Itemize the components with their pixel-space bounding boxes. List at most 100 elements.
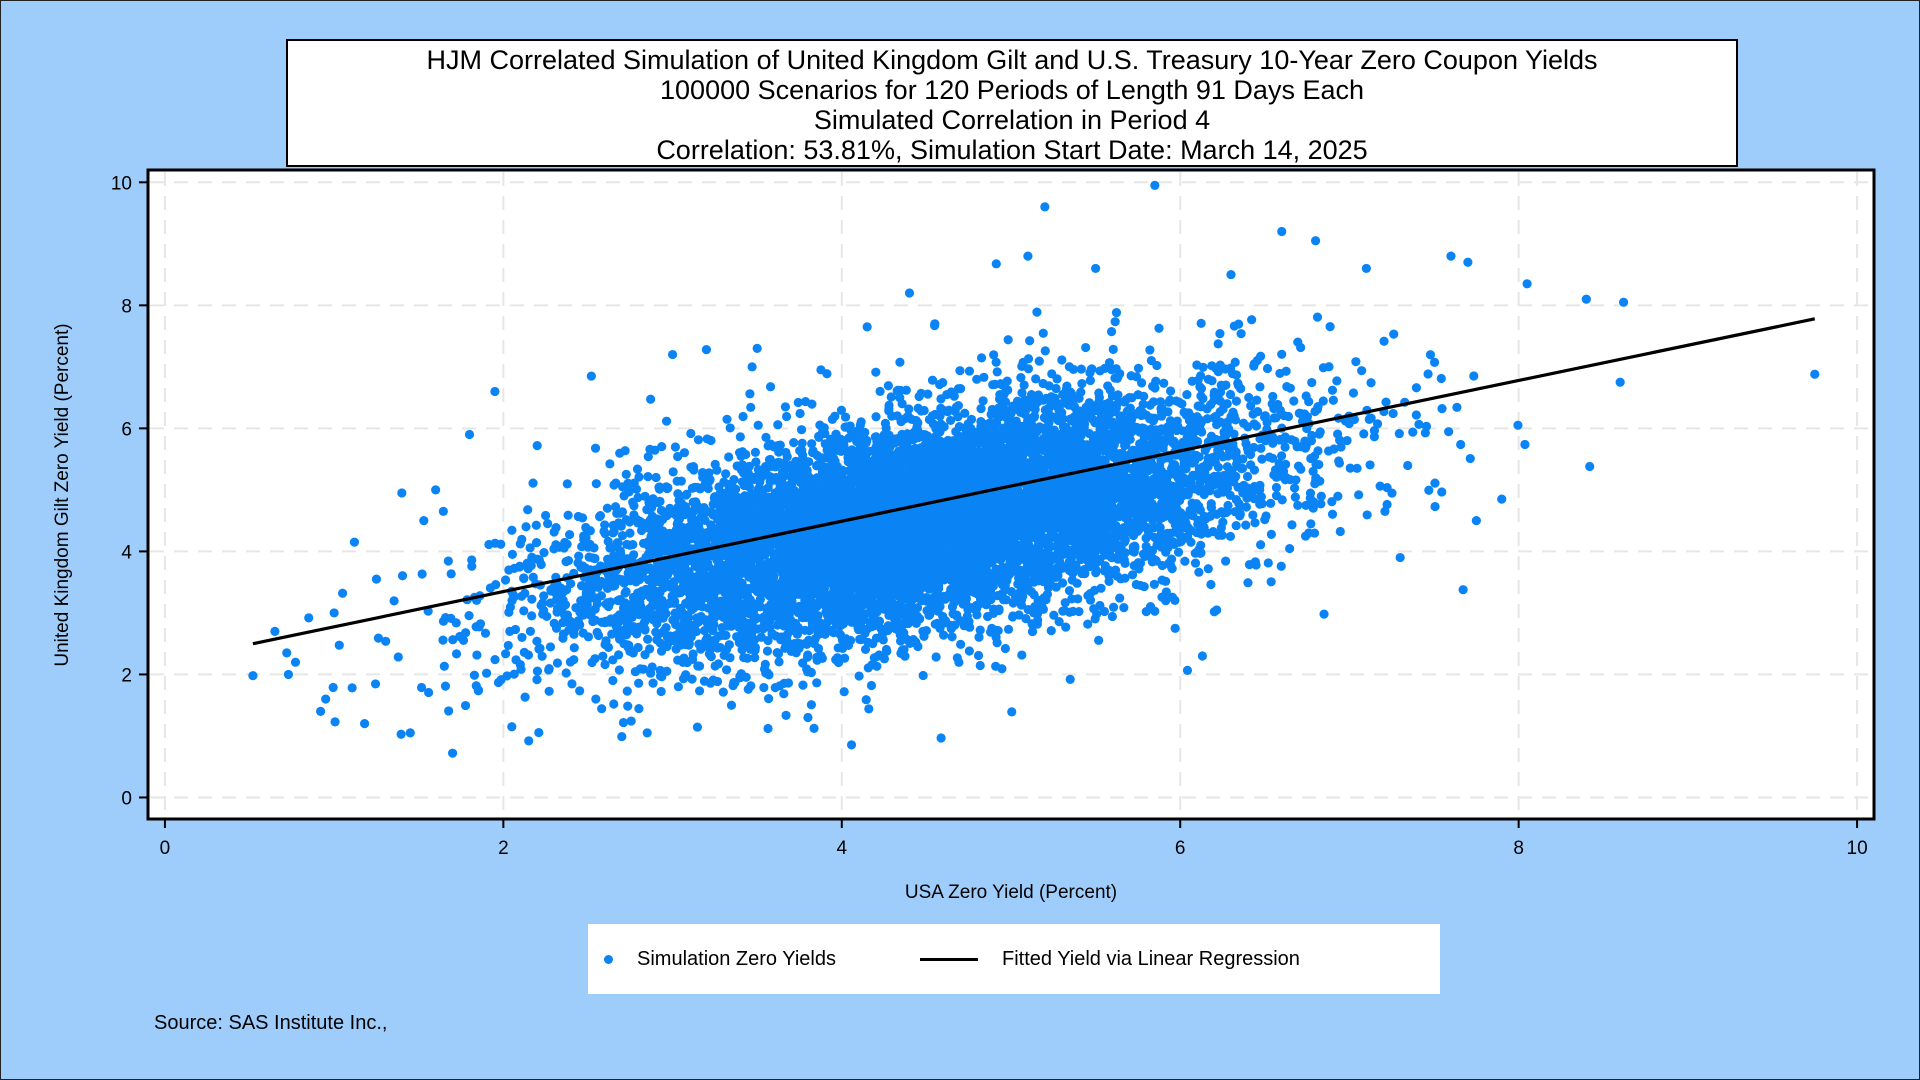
data-point — [1266, 577, 1276, 587]
data-point — [673, 489, 683, 499]
data-point — [1212, 605, 1222, 615]
data-point — [1430, 501, 1440, 512]
data-point — [763, 693, 774, 704]
data-point — [473, 685, 484, 695]
data-point — [451, 649, 462, 659]
data-point — [759, 682, 769, 693]
data-point — [1352, 463, 1362, 473]
data-point — [812, 678, 822, 688]
data-point — [1262, 363, 1273, 374]
data-point — [1289, 396, 1299, 406]
data-point — [622, 539, 632, 550]
data-point — [1149, 413, 1160, 423]
data-point — [668, 467, 678, 477]
data-point — [954, 657, 964, 667]
data-point — [509, 669, 519, 679]
data-point — [871, 367, 881, 377]
data-point — [1038, 328, 1048, 338]
data-point — [1414, 419, 1424, 429]
data-point — [500, 575, 511, 585]
data-point — [562, 479, 572, 489]
data-point — [1145, 345, 1155, 355]
data-point — [520, 692, 530, 702]
data-point — [474, 622, 484, 632]
data-point — [1231, 520, 1241, 531]
data-point — [763, 723, 773, 734]
data-point — [1215, 329, 1225, 339]
data-point — [1423, 369, 1433, 379]
data-point — [1213, 339, 1223, 349]
data-point — [558, 617, 568, 628]
data-point — [597, 704, 607, 714]
data-point — [747, 362, 757, 372]
data-point — [623, 701, 633, 711]
data-point — [750, 653, 760, 663]
data-point — [1329, 444, 1339, 454]
data-point — [1247, 315, 1257, 325]
data-point — [389, 596, 399, 606]
data-point — [617, 531, 628, 541]
data-point — [1394, 428, 1404, 439]
data-point — [864, 704, 874, 714]
data-point — [373, 633, 384, 643]
data-point — [1190, 558, 1201, 568]
data-point — [692, 722, 703, 732]
data-point — [746, 402, 756, 412]
data-point — [876, 623, 886, 634]
data-point — [1327, 509, 1338, 519]
data-point — [538, 598, 548, 608]
data-point — [753, 420, 763, 430]
data-point — [1136, 378, 1147, 388]
data-point — [1017, 650, 1027, 660]
data-point — [1083, 619, 1093, 629]
data-point — [1277, 349, 1287, 359]
data-point — [1382, 483, 1392, 493]
data-point — [875, 386, 885, 396]
data-point — [1263, 558, 1273, 568]
data-point — [931, 652, 941, 662]
data-point — [947, 632, 957, 642]
data-point — [1328, 395, 1338, 405]
data-point — [1077, 379, 1087, 389]
data-point — [1148, 381, 1158, 391]
data-point — [686, 428, 696, 439]
data-point — [539, 591, 549, 601]
data-point — [1231, 396, 1242, 406]
data-point — [936, 733, 946, 743]
data-point — [1241, 520, 1251, 530]
data-point — [491, 580, 501, 590]
data-point — [1293, 500, 1303, 510]
data-point — [1017, 388, 1027, 398]
data-point — [866, 680, 877, 691]
data-point — [1177, 399, 1187, 409]
data-point — [1111, 307, 1122, 318]
data-point — [574, 551, 584, 561]
data-point — [1019, 380, 1029, 390]
data-point — [334, 640, 344, 650]
data-point — [1256, 540, 1266, 550]
data-point — [735, 432, 745, 442]
data-point — [503, 640, 513, 651]
data-point — [1135, 558, 1146, 568]
data-point — [972, 374, 982, 384]
data-point — [651, 472, 661, 483]
data-point — [621, 469, 631, 479]
data-point — [1034, 356, 1044, 366]
data-point — [423, 687, 434, 698]
data-point — [1154, 323, 1164, 333]
data-point — [822, 369, 832, 379]
data-point — [796, 425, 807, 435]
data-point — [1271, 413, 1281, 423]
data-point — [590, 443, 601, 453]
data-point — [439, 661, 449, 671]
data-point — [699, 626, 710, 636]
data-point — [469, 670, 480, 680]
data-point — [595, 511, 606, 521]
data-point — [1365, 460, 1375, 470]
data-point — [1014, 610, 1024, 620]
data-point — [1054, 617, 1064, 627]
data-point — [446, 569, 456, 579]
data-point — [549, 618, 559, 628]
data-point — [956, 639, 966, 649]
data-point — [872, 661, 882, 671]
